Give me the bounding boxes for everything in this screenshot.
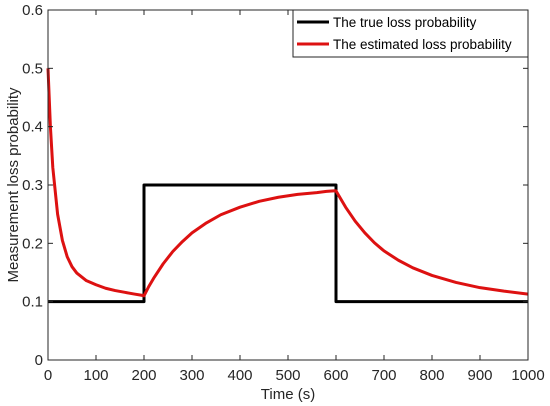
y-tick-label: 0.5 (22, 60, 43, 77)
legend-label-estimated: The estimated loss probability (333, 37, 512, 52)
legend-label-true: The true loss probability (333, 15, 477, 30)
x-tick-label: 900 (467, 367, 492, 384)
x-axis-title: Time (s) (261, 386, 315, 403)
y-tick-label: 0.2 (22, 235, 43, 252)
x-tick-label: 500 (275, 367, 300, 384)
x-tick-label: 600 (323, 367, 348, 384)
y-tick-label: 0 (35, 352, 43, 369)
x-tick-label: 800 (419, 367, 444, 384)
x-tick-label: 1000 (511, 367, 544, 384)
legend: The true loss probability The estimated … (292, 9, 529, 58)
series-line-true-loss (48, 183, 528, 304)
x-tick-label: 300 (179, 367, 204, 384)
ticks-layer: 0 100 200 300 400 500 600 700 800 900 1000 0 0.1 0.2 0… (22, 2, 545, 384)
y-tick-label: 0.3 (22, 177, 43, 194)
x-tick-label: 100 (83, 367, 108, 384)
series-layer (46, 68, 529, 304)
y-tick-label: 0.1 (22, 294, 43, 311)
x-tick-label: 0 (44, 367, 52, 384)
y-tick-label: 0.4 (22, 119, 43, 136)
legend-box (292, 9, 529, 58)
y-axis-title: Measurement loss probability (5, 87, 22, 283)
x-tick-label: 700 (371, 367, 396, 384)
series-line-estimated-loss (46, 68, 529, 298)
x-tick-label: 200 (131, 367, 156, 384)
x-tick-label: 400 (227, 367, 252, 384)
y-tick-label: 0.6 (22, 2, 43, 19)
